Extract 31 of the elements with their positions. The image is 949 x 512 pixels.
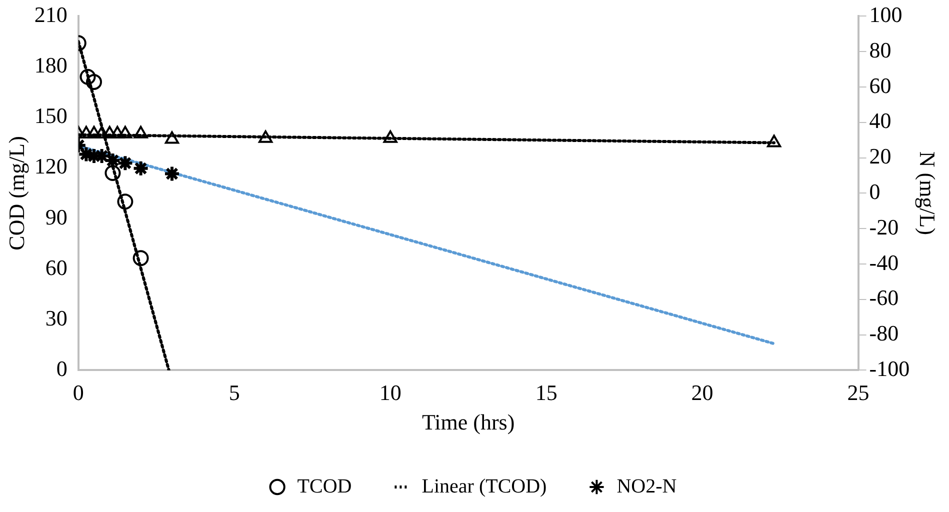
x-tick-label: 15 [535, 380, 558, 406]
y2-tick-label: 40 [869, 108, 892, 134]
x-axis-title: Time (hrs) [422, 410, 515, 435]
y-tick-label: 180 [34, 52, 68, 78]
y-tick-label: 0 [56, 356, 68, 381]
y2-tick-label: 0 [869, 178, 880, 204]
y-tick-label: 30 [45, 305, 68, 330]
legend-label: TCOD [297, 475, 352, 498]
legend-label: Linear (TCOD) [422, 475, 547, 498]
y2-tick-label: -20 [869, 214, 899, 240]
y2-tick-label: 20 [869, 144, 892, 169]
x-tick-label: 25 [847, 380, 870, 406]
x-tick-label: 0 [72, 380, 84, 406]
y2-tick-label: -100 [869, 356, 910, 381]
y2-tick-label: -40 [869, 250, 899, 275]
y2-tick-label: -80 [869, 320, 899, 346]
x-tick-label: 10 [379, 380, 402, 406]
legend-label: NO2-N [616, 475, 677, 498]
y-tick-label: 90 [45, 204, 68, 230]
x-tick-label: 5 [228, 380, 240, 406]
y2-tick-label: 100 [869, 2, 902, 27]
y2-axis-title: N (mg/L) [915, 151, 940, 236]
y2-tick-label: 60 [869, 72, 892, 98]
x-tick-label: 20 [691, 380, 714, 406]
y2-tick-label: -60 [869, 285, 899, 310]
y-tick-label: 60 [45, 254, 68, 280]
y2-tick-label: 80 [869, 37, 892, 62]
y-axis-title: COD (mg/L) [4, 136, 29, 250]
y-tick-label: 150 [34, 103, 68, 128]
y-tick-label: 210 [34, 2, 68, 27]
y-tick-label: 120 [34, 154, 68, 179]
